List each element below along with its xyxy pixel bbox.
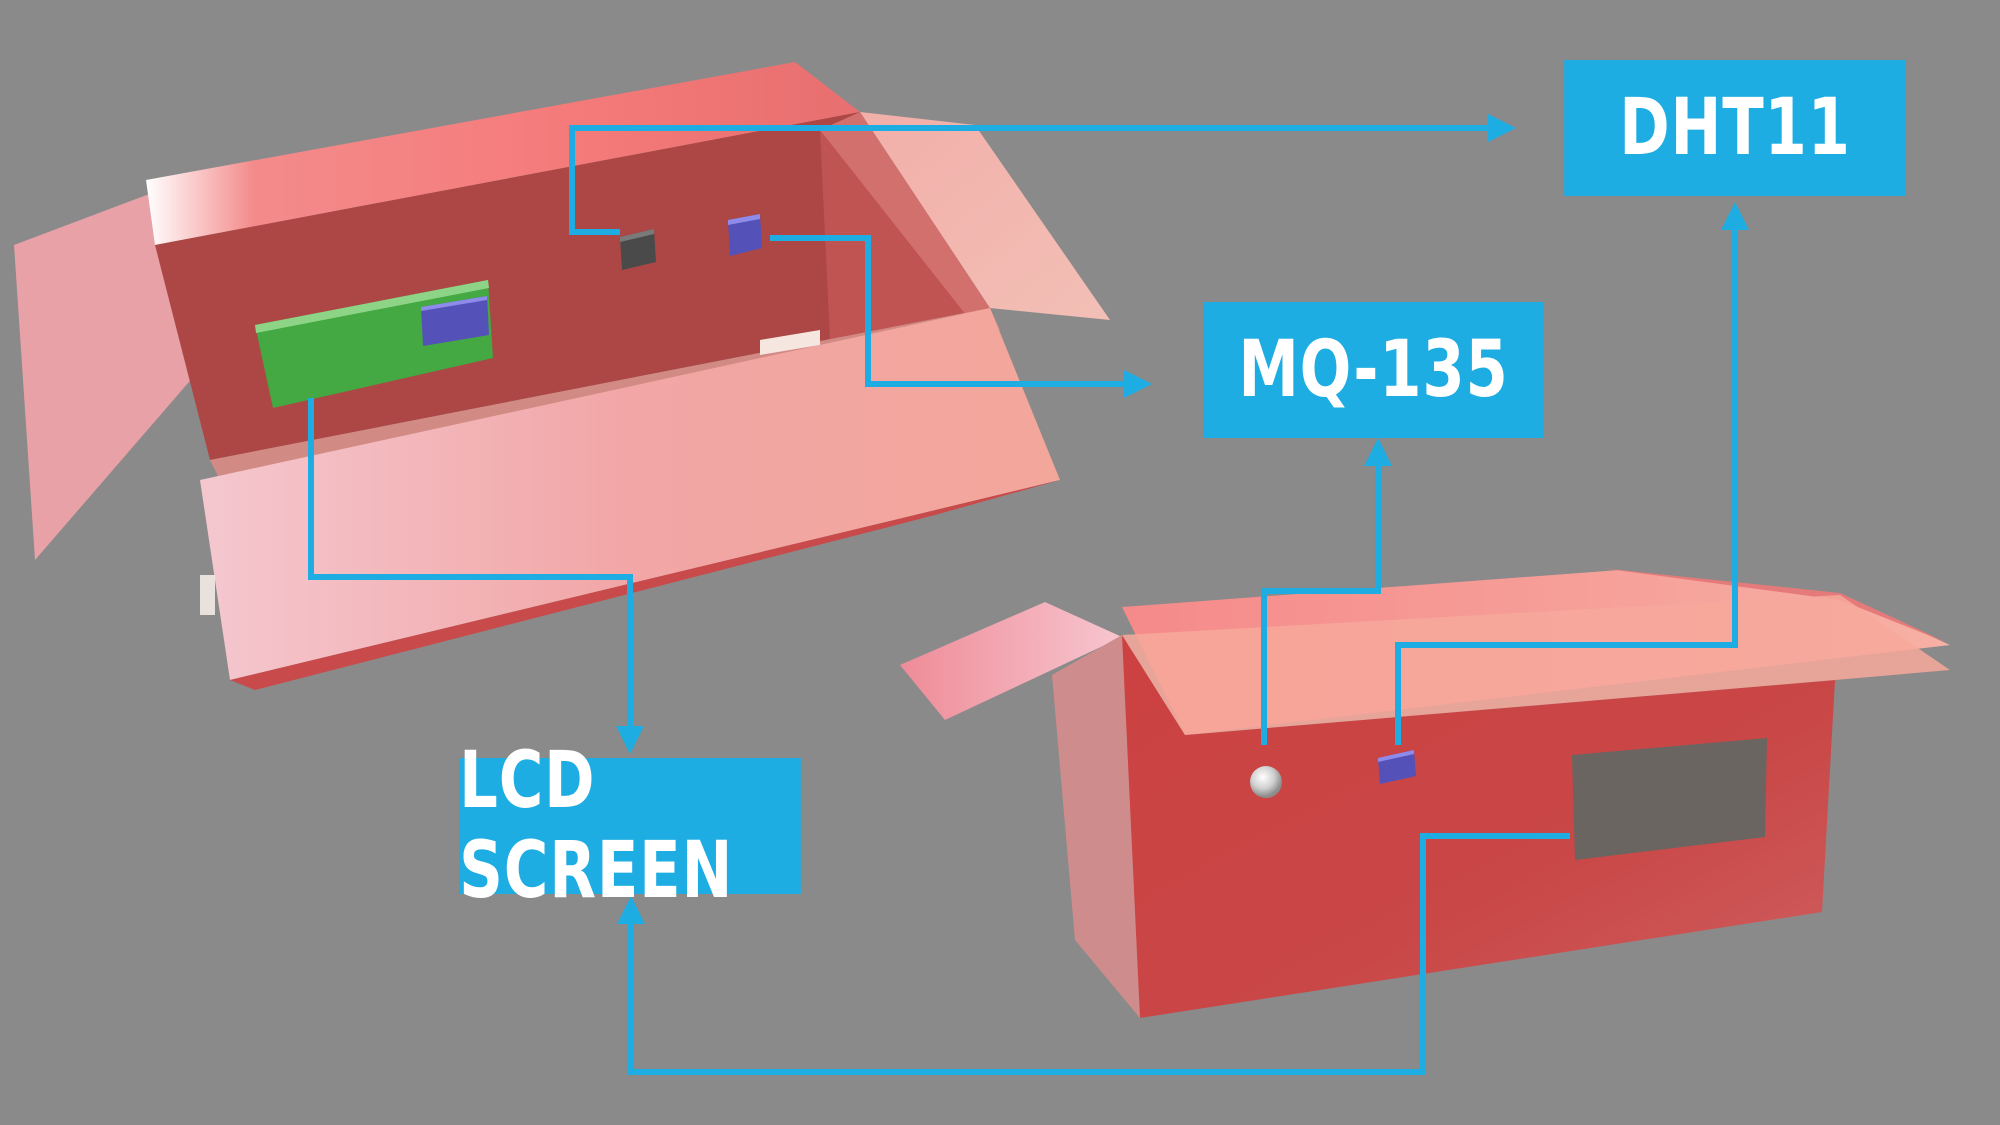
enclosure-box-top-view xyxy=(14,62,1110,690)
connector-box1-to-mq135 xyxy=(770,235,1140,387)
label-dht11: DHT11 xyxy=(1564,60,1906,196)
arrow-to-mq135-left xyxy=(1124,370,1152,398)
arrow-to-dht11-bottom xyxy=(1721,202,1749,230)
enclosure-box-front-view xyxy=(900,568,1950,1018)
connector-box1-to-dht11 xyxy=(569,125,1492,235)
label-lcd-screen: LCD SCREEN xyxy=(459,736,801,916)
label-mq135-text: MQ-135 xyxy=(1238,325,1509,415)
connector-box2-to-lcd xyxy=(628,833,1570,1075)
connectors xyxy=(308,125,1738,1075)
connector-box1-to-lcd xyxy=(308,398,633,740)
label-mq135: MQ-135 xyxy=(1203,302,1544,438)
connector-box2-to-dht11 xyxy=(1395,215,1738,745)
connector-box2-to-mq135 xyxy=(1261,450,1381,745)
arrow-to-dht11-left xyxy=(1488,114,1516,142)
label-dht11-text: DHT11 xyxy=(1619,83,1851,173)
arrow-to-mq135-bottom xyxy=(1364,438,1392,466)
arrow-to-lcd-bottom xyxy=(617,896,645,924)
arrow-to-lcd-top xyxy=(616,726,644,754)
label-lcd-screen-text: LCD SCREEN xyxy=(459,736,734,916)
arrowheads xyxy=(616,114,1749,924)
